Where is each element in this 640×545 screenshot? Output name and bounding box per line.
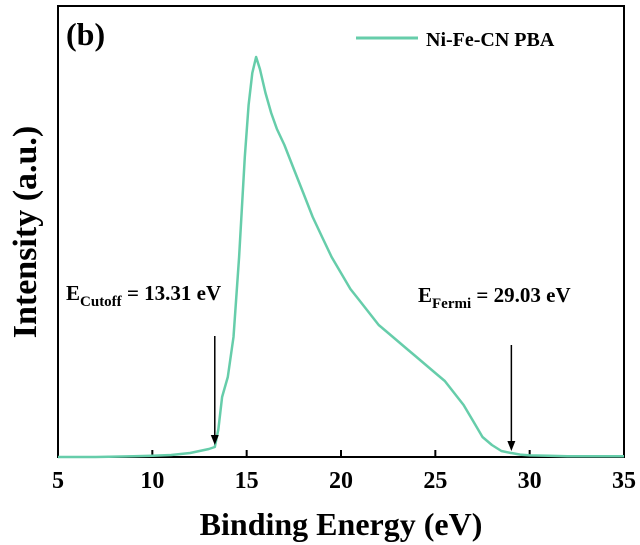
annotation-fermi: EFermi = 29.03 eV xyxy=(418,283,571,312)
series-line-ni-fe-cn-pba xyxy=(58,55,624,459)
annotation-fermi-rest: = 29.03 eV xyxy=(471,283,570,307)
x-tick-label: 5 xyxy=(52,468,64,494)
plot-frame xyxy=(57,5,625,458)
annotation-fermi-sub: Fermi xyxy=(432,296,471,312)
x-tick-label: 30 xyxy=(518,468,542,494)
annotation-arrow-head xyxy=(210,435,219,445)
annotation-cutoff-main: E xyxy=(66,281,80,305)
x-tick-label: 25 xyxy=(423,468,447,494)
panel-label: (b) xyxy=(66,16,105,52)
legend-label: Ni-Fe-CN PBA xyxy=(426,29,555,51)
annotation-cutoff-rest: = 13.31 eV xyxy=(122,281,221,305)
x-axis-ticks: 5 10 15 20 25 30 35 xyxy=(52,450,636,494)
x-tick-label: 20 xyxy=(329,468,353,494)
x-tick-label: 15 xyxy=(235,468,259,494)
y-axis-label: Intensity (a.u.) xyxy=(7,126,44,339)
annotation-arrow-head xyxy=(507,441,516,451)
annotation-arrows xyxy=(210,336,516,451)
x-tick-label: 35 xyxy=(612,468,636,494)
legend: Ni-Fe-CN PBA xyxy=(356,29,555,51)
x-tick-label: 10 xyxy=(140,468,164,494)
annotation-cutoff: ECutoff = 13.31 eV xyxy=(66,281,221,310)
annotation-fermi-main: E xyxy=(418,283,432,307)
annotation-cutoff-sub: Cutoff xyxy=(80,294,123,310)
x-axis-label: Binding Energy (eV) xyxy=(200,506,483,542)
